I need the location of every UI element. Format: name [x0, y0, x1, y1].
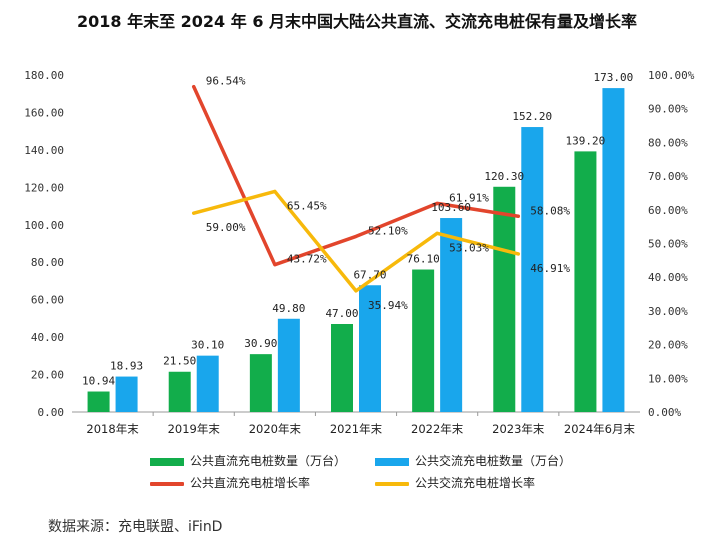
y-tick-label: 180.00: [24, 69, 64, 82]
point-dc-growth: [354, 234, 358, 238]
bar-ac: [521, 127, 544, 412]
x-tick-label: 2019年末: [168, 422, 221, 436]
x-tick-label: 2021年末: [330, 422, 383, 436]
line-ac-label: 35.94%: [368, 299, 408, 312]
bar-dc-label: 76.10: [407, 253, 440, 266]
bar-dc-label: 47.00: [325, 307, 358, 320]
bar-ac: [602, 88, 625, 412]
y2-tick-label: 0.00%: [648, 406, 681, 419]
chart-title: 2018 年末至 2024 年 6 月末中国大陆公共直流、交流充电桩保有量及增长…: [76, 12, 638, 31]
point-ac-growth: [435, 231, 439, 235]
y2-tick-label: 100.00%: [648, 69, 695, 82]
bar-ac-label: 103.60: [431, 201, 471, 214]
line-ac-label: 59.00%: [206, 221, 246, 234]
y-tick-label: 100.00: [24, 219, 64, 232]
legend-label-dc-line: 公共直流充电桩增长率: [190, 476, 311, 490]
bar-dc-label: 21.50: [163, 355, 196, 368]
point-ac-growth: [273, 189, 277, 193]
y2-tick-label: 70.00%: [648, 170, 688, 183]
bar-dc-label: 120.30: [484, 170, 524, 183]
legend-swatch-dc-line: [150, 481, 184, 486]
bar-dc: [168, 371, 191, 412]
point-ac-growth: [192, 211, 196, 215]
line-dc-label: 58.08%: [530, 204, 570, 217]
y-tick-label: 80.00: [31, 256, 64, 269]
line-dc-label: 96.54%: [206, 75, 246, 88]
y2-tick-label: 40.00%: [648, 271, 688, 284]
y2-tick-label: 80.00%: [648, 136, 688, 149]
line-ac-label: 53.03%: [449, 241, 489, 254]
bar-ac-label: 152.20: [512, 110, 552, 123]
bar-ac: [115, 376, 138, 412]
bar-ac-label: 30.10: [191, 339, 224, 352]
bar-dc: [412, 269, 435, 412]
y-tick-label: 60.00: [31, 294, 64, 307]
legend-swatch-dc-bar: [150, 457, 184, 466]
legend-item-dc-line: 公共直流充电桩增长率: [150, 474, 310, 491]
legend-item-ac-line: 公共交流充电桩增长率: [375, 474, 535, 491]
y2-tick-label: 10.00%: [648, 372, 688, 385]
point-ac-growth: [354, 289, 358, 293]
legend-label-ac-line: 公共交流充电桩增长率: [415, 476, 536, 490]
line-dc-label: 61.91%: [449, 191, 489, 204]
y-tick-label: 160.00: [24, 106, 64, 119]
bar-ac: [277, 318, 300, 412]
bar-ac-label: 173.00: [594, 71, 634, 84]
chart-area: 0.00 20.00 40.00 60.00 80.00 100.00 120.00 140.…: [24, 69, 695, 436]
bar-ac-label: 67.70: [353, 268, 386, 281]
bar-ac-label: 49.80: [272, 302, 305, 315]
bar-dc-label: 10.94: [82, 375, 115, 388]
x-tick-label: 2024年6月末: [564, 422, 636, 436]
line-dc-label: 52.10%: [368, 224, 408, 237]
bar-ac: [440, 218, 463, 412]
x-tick-label: 2020年末: [249, 422, 302, 436]
y-tick-label: 40.00: [31, 331, 64, 344]
bar-dc: [493, 186, 516, 412]
legend-label-ac-bar: 公共交流充电桩数量（万台）: [415, 454, 572, 468]
bar-dc-label: 30.90: [244, 337, 277, 350]
bar-dc: [574, 151, 597, 413]
bar-dc: [249, 354, 272, 412]
legend-swatch-ac-line: [375, 481, 409, 486]
y-tick-label: 20.00: [31, 369, 64, 382]
y2-tick-label: 30.00%: [648, 305, 688, 318]
line-dc-growth: [191, 84, 521, 267]
point-dc-growth: [516, 214, 520, 218]
line-ac-label: 46.91%: [530, 262, 570, 275]
bar-dc: [87, 391, 110, 412]
y-tick-label: 140.00: [24, 144, 64, 157]
point-ac-growth: [516, 252, 520, 256]
y2-tick-label: 20.00%: [648, 339, 688, 352]
x-tick-label: 2022年末: [411, 422, 464, 436]
bar-ac: [196, 355, 219, 412]
legend-item-ac-bar: 公共交流充电桩数量（万台）: [375, 452, 571, 469]
source-note: 数据来源：充电联盟、iFinD: [48, 519, 223, 535]
y2-tick-label: 50.00%: [648, 238, 688, 251]
x-tick-label: 2023年末: [492, 422, 545, 436]
point-dc-growth: [192, 85, 196, 89]
legend-item-dc-bar: 公共直流充电桩数量（万台）: [150, 452, 346, 469]
bar-dc-label: 139.20: [566, 134, 606, 147]
bar-ac: [359, 285, 381, 412]
bar-ac-label: 18.93: [110, 360, 143, 373]
y-tick-label: 120.00: [24, 181, 64, 194]
bar-dc: [331, 324, 353, 412]
x-tick-label: 2018年末: [86, 422, 139, 436]
legend-swatch-ac-bar: [375, 457, 409, 466]
point-dc-growth: [435, 201, 439, 205]
y-tick-label: 0.00: [38, 406, 65, 419]
legend-label-dc-bar: 公共直流充电桩数量（万台）: [190, 454, 347, 468]
line-ac-label: 65.45%: [287, 199, 327, 212]
y2-tick-label: 90.00%: [648, 103, 688, 116]
point-dc-growth: [273, 263, 277, 267]
line-dc-label: 43.72%: [287, 253, 327, 266]
y2-tick-label: 60.00%: [648, 204, 688, 217]
